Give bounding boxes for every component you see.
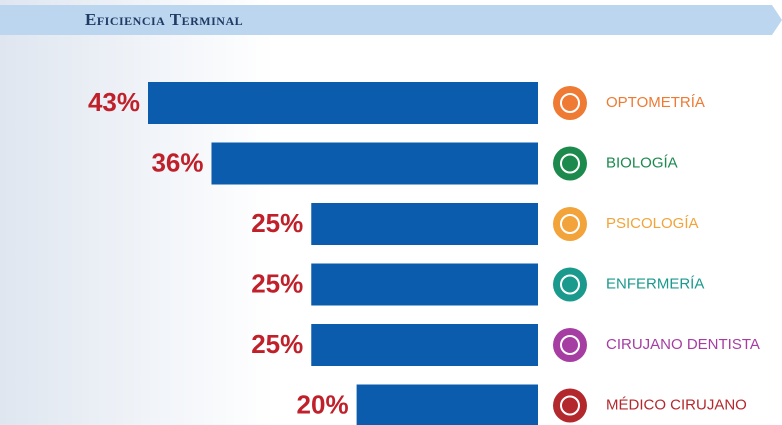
value-label: 36% [151,147,203,177]
category-icon [553,267,587,302]
category-icon [553,207,587,241]
category-icon [553,388,587,423]
category-icon [553,86,587,120]
chart-title: Eficiencia Terminal [85,10,243,29]
category-label: PSICOLOGÍA [606,215,699,232]
bar [311,324,538,366]
value-label: 25% [251,329,303,359]
value-label: 20% [297,389,349,419]
bar [211,142,538,185]
category-icon-inner [560,395,580,416]
bar [311,263,538,306]
bar [311,203,538,245]
category-icon [553,328,587,362]
category-icon-inner [560,93,580,113]
category-label: ENFERMERÍA [606,275,704,292]
value-label: 25% [251,208,303,238]
value-label: 43% [88,87,140,117]
category-label: BIOLOGÍA [606,154,678,171]
header-band [0,5,782,35]
category-label: CIRUJANO DENTISTA [606,336,760,353]
category-icon-inner [560,153,580,174]
category-icon [553,146,587,181]
bar [356,384,538,425]
category-label: MÉDICO CIRUJANO [606,396,747,413]
category-icon-inner [560,335,580,355]
category-label: OPTOMETRÍA [606,94,705,111]
value-label: 25% [251,268,303,298]
category-icon-inner [560,214,580,234]
bar [148,82,538,124]
category-icon-inner [560,274,580,295]
